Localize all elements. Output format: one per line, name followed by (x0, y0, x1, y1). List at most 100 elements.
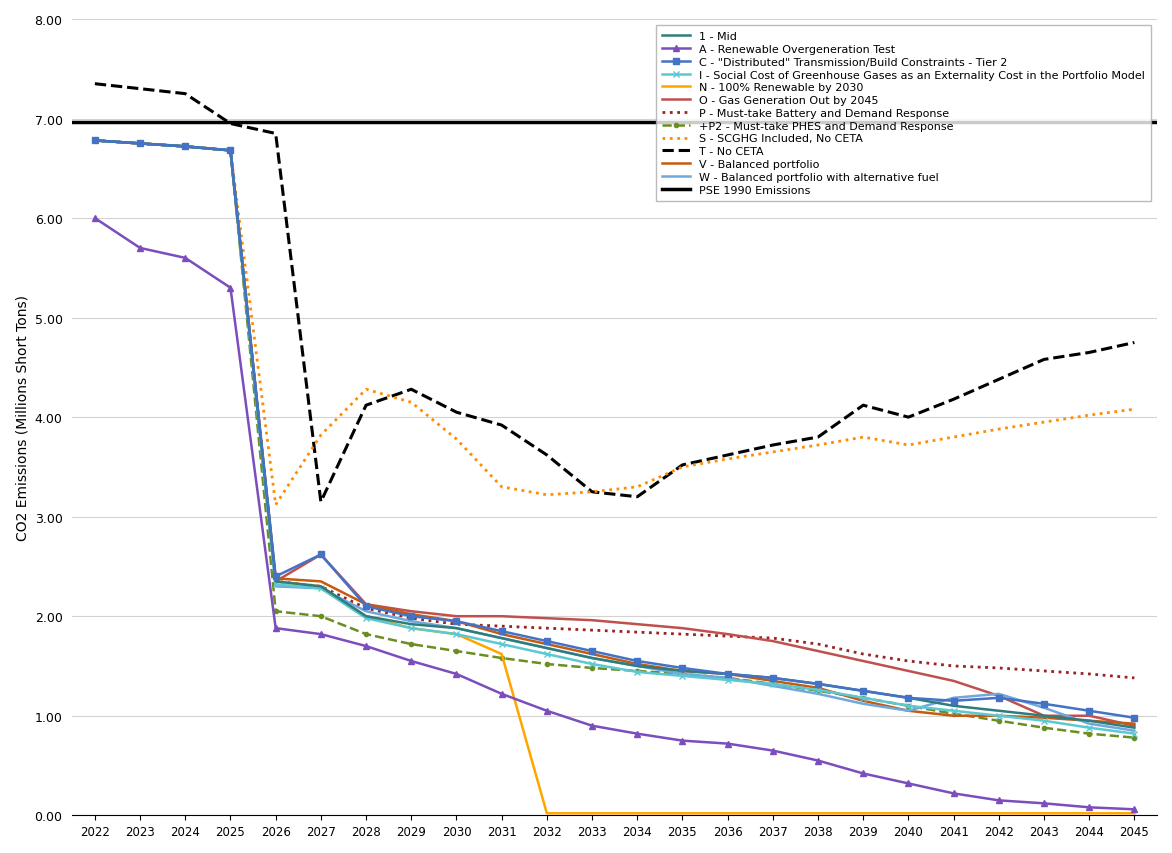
1 - Mid (134, 139, 148, 149)
O - Gas Generation Out by 2045 (992, 691, 1006, 701)
+P2 - Must-take PHES and Demand Response (404, 639, 418, 649)
V - Balanced portfolio (811, 683, 825, 693)
C - "Distributed" Transmission/Build Constraints - Tier 2 (404, 612, 418, 622)
A - Renewable Overgeneration Test (811, 756, 825, 766)
W - Balanced portfolio with alternative fuel (1082, 719, 1096, 729)
S - SCGHG Included, No CETA (178, 142, 192, 153)
C - "Distributed" Transmission/Build Constraints - Tier 2 (631, 656, 645, 666)
N - 100% Renewable by 2030 (314, 582, 328, 592)
I - Social Cost of Greenhouse Gases as an Externality Cost in the Portfolio Model (404, 624, 418, 634)
O - Gas Generation Out by 2045 (224, 146, 238, 156)
+P2 - Must-take PHES and Demand Response (992, 716, 1006, 726)
S - SCGHG Included, No CETA (901, 440, 915, 450)
O - Gas Generation Out by 2045 (88, 136, 102, 147)
C - "Distributed" Transmission/Build Constraints - Tier 2 (811, 679, 825, 689)
S - SCGHG Included, No CETA (721, 455, 735, 465)
P - Must-take Battery and Demand Response (901, 656, 915, 666)
S - SCGHG Included, No CETA (992, 425, 1006, 435)
V - Balanced portfolio (1082, 716, 1096, 726)
I - Social Cost of Greenhouse Gases as an Externality Cost in the Portfolio Model (857, 693, 871, 703)
C - "Distributed" Transmission/Build Constraints - Tier 2 (178, 142, 192, 153)
T - No CETA (404, 385, 418, 395)
1 - Mid (1082, 716, 1096, 726)
I - Social Cost of Greenhouse Gases as an Externality Cost in the Portfolio Model (1127, 728, 1142, 739)
I - Social Cost of Greenhouse Gases as an Externality Cost in the Portfolio Model (765, 679, 779, 689)
1 - Mid (631, 661, 645, 671)
S - SCGHG Included, No CETA (224, 146, 238, 156)
C - "Distributed" Transmission/Build Constraints - Tier 2 (268, 572, 282, 582)
N - 100% Renewable by 2030 (992, 808, 1006, 818)
T - No CETA (992, 374, 1006, 385)
I - Social Cost of Greenhouse Gases as an Externality Cost in the Portfolio Model (178, 142, 192, 153)
1 - Mid (495, 633, 509, 643)
V - Balanced portfolio (268, 573, 282, 583)
+P2 - Must-take PHES and Demand Response (268, 606, 282, 617)
1 - Mid (404, 619, 418, 630)
I - Social Cost of Greenhouse Gases as an Externality Cost in the Portfolio Model (631, 667, 645, 677)
N - 100% Renewable by 2030 (857, 808, 871, 818)
A - Renewable Overgeneration Test (765, 746, 779, 756)
N - 100% Renewable by 2030 (359, 612, 373, 622)
V - Balanced portfolio (947, 711, 961, 721)
I - Social Cost of Greenhouse Gases as an Externality Cost in the Portfolio Model (540, 649, 554, 659)
P - Must-take Battery and Demand Response (765, 633, 779, 643)
+P2 - Must-take PHES and Demand Response (947, 709, 961, 719)
1 - Mid (1037, 711, 1051, 721)
Line: V - Balanced portfolio: V - Balanced portfolio (95, 142, 1134, 724)
A - Renewable Overgeneration Test (1082, 803, 1096, 813)
P - Must-take Battery and Demand Response (947, 661, 961, 671)
A - Renewable Overgeneration Test (449, 669, 463, 679)
I - Social Cost of Greenhouse Gases as an Externality Cost in the Portfolio Model (359, 613, 373, 624)
O - Gas Generation Out by 2045 (585, 615, 599, 625)
T - No CETA (901, 413, 915, 423)
P - Must-take Battery and Demand Response (721, 631, 735, 641)
1 - Mid (314, 582, 328, 592)
S - SCGHG Included, No CETA (359, 385, 373, 395)
S - SCGHG Included, No CETA (765, 447, 779, 457)
T - No CETA (178, 90, 192, 100)
Line: C - "Distributed" Transmission/Build Constraints - Tier 2: C - "Distributed" Transmission/Build Con… (93, 138, 1137, 721)
I - Social Cost of Greenhouse Gases as an Externality Cost in the Portfolio Model (992, 711, 1006, 721)
+P2 - Must-take PHES and Demand Response (811, 686, 825, 696)
+P2 - Must-take PHES and Demand Response (449, 647, 463, 657)
P - Must-take Battery and Demand Response (540, 624, 554, 634)
+P2 - Must-take PHES and Demand Response (765, 679, 779, 689)
T - No CETA (88, 79, 102, 90)
A - Renewable Overgeneration Test (1127, 804, 1142, 815)
V - Balanced portfolio (992, 711, 1006, 721)
A - Renewable Overgeneration Test (585, 721, 599, 731)
A - Renewable Overgeneration Test (857, 769, 871, 779)
S - SCGHG Included, No CETA (631, 482, 645, 492)
W - Balanced portfolio with alternative fuel (314, 583, 328, 594)
C - "Distributed" Transmission/Build Constraints - Tier 2 (947, 696, 961, 706)
A - Renewable Overgeneration Test (268, 624, 282, 634)
P - Must-take Battery and Demand Response (268, 577, 282, 587)
C - "Distributed" Transmission/Build Constraints - Tier 2 (495, 626, 509, 636)
1 - Mid (359, 612, 373, 622)
C - "Distributed" Transmission/Build Constraints - Tier 2 (1127, 713, 1142, 723)
1 - Mid (765, 673, 779, 683)
A - Renewable Overgeneration Test (901, 779, 915, 789)
I - Social Cost of Greenhouse Gases as an Externality Cost in the Portfolio Model (811, 685, 825, 695)
O - Gas Generation Out by 2045 (359, 600, 373, 610)
V - Balanced portfolio (88, 136, 102, 147)
C - "Distributed" Transmission/Build Constraints - Tier 2 (224, 146, 238, 156)
N - 100% Renewable by 2030 (1082, 808, 1096, 818)
T - No CETA (314, 497, 328, 508)
1 - Mid (1127, 722, 1142, 733)
C - "Distributed" Transmission/Build Constraints - Tier 2 (1037, 699, 1051, 709)
A - Renewable Overgeneration Test (314, 630, 328, 640)
Line: I - Social Cost of Greenhouse Gases as an Externality Cost in the Portfolio Model: I - Social Cost of Greenhouse Gases as a… (93, 138, 1137, 737)
C - "Distributed" Transmission/Build Constraints - Tier 2 (992, 693, 1006, 703)
W - Balanced portfolio with alternative fuel (947, 693, 961, 703)
W - Balanced portfolio with alternative fuel (901, 705, 915, 716)
+P2 - Must-take PHES and Demand Response (721, 673, 735, 683)
O - Gas Generation Out by 2045 (1127, 721, 1142, 731)
O - Gas Generation Out by 2045 (495, 612, 509, 622)
A - Renewable Overgeneration Test (178, 253, 192, 264)
P - Must-take Battery and Demand Response (857, 649, 871, 659)
Line: T - No CETA: T - No CETA (95, 84, 1134, 502)
T - No CETA (765, 440, 779, 450)
T - No CETA (495, 421, 509, 431)
A - Renewable Overgeneration Test (134, 243, 148, 253)
